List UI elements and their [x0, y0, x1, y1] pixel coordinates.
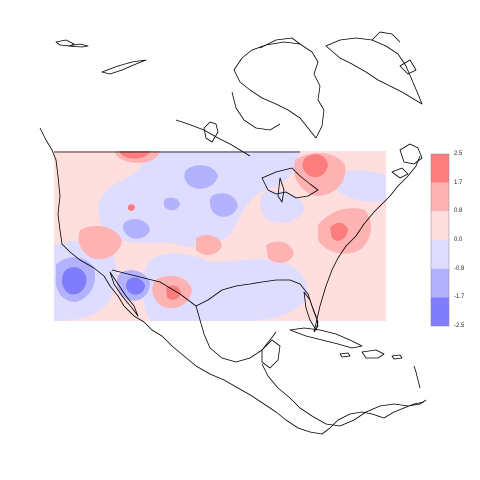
east-coast [313, 155, 421, 333]
positive-zone-central-plains [196, 234, 222, 255]
legend-tick-label: 2.5 [454, 151, 463, 157]
southampton-island [203, 121, 219, 143]
strong-negative-center-pacific [62, 267, 87, 295]
lesser-antilles [413, 365, 421, 389]
strong-positive-center-mid-atlantic [330, 222, 348, 241]
florida [303, 291, 319, 331]
nova-scotia [391, 167, 409, 179]
baja-peninsula [109, 271, 139, 317]
legend-tick-label: 0.8 [454, 208, 463, 215]
negative-zone-great-lakes [260, 190, 305, 223]
central-america-isthmus [261, 363, 355, 427]
strong-positive-center-idaho [128, 204, 135, 211]
great-lakes [261, 167, 319, 199]
us-mexico-border [111, 269, 197, 307]
legend-tick-label: -0.8 [454, 265, 465, 272]
legend-tick-label: -2.5 [454, 323, 465, 329]
strong-positive-center-new-mexico [166, 285, 181, 300]
legend-bin [431, 211, 449, 240]
negative-zone-north-central [98, 151, 301, 248]
negative-center-plains [184, 165, 218, 189]
arctic-island-sliver [67, 43, 89, 48]
positive-zone-southeast [266, 241, 294, 263]
positive-zone-california [78, 225, 122, 260]
legend-tick-label: 0.0 [454, 237, 463, 243]
puerto-rico [391, 354, 403, 360]
baffin-island-north-tip [259, 37, 301, 49]
legend-bin [431, 268, 449, 298]
negative-center-rockies [209, 193, 238, 217]
lake-michigan [277, 177, 285, 203]
north-america-mainland [39, 127, 425, 435]
newfoundland [399, 143, 423, 165]
jamaica [339, 352, 351, 358]
strong-negative-center-baja [125, 277, 145, 295]
negative-center-utah [122, 219, 150, 239]
greenland-south [325, 37, 423, 105]
cuba [289, 327, 363, 349]
baffin-island [233, 41, 325, 139]
strong-positive-center-pacific-nw [120, 151, 150, 159]
south-america-north-coast [353, 399, 427, 421]
greenland-island [399, 59, 417, 75]
legend-bin [431, 297, 449, 326]
hudson-bay [175, 119, 251, 157]
anomaly-field [54, 151, 386, 321]
legend-bin [431, 240, 449, 269]
negative-center-wyoming [164, 197, 180, 211]
greenland-fjords [371, 31, 401, 43]
arctic-island-long [101, 59, 147, 75]
negative-zone-northeast [330, 170, 386, 203]
legend-bin [431, 154, 449, 183]
coastlines [39, 31, 427, 435]
hudson-bay-inner [231, 91, 281, 131]
legend-tick-label: 1.7 [454, 179, 463, 186]
legend-colorbar [430, 153, 450, 327]
strong-positive-center-ontario [302, 154, 328, 178]
mexico-gulf-coast [195, 305, 277, 363]
yucatan [261, 339, 281, 369]
legend-frame [430, 153, 450, 327]
hispaniola [361, 349, 385, 359]
legend-bin [431, 182, 449, 212]
legend-tick-label: -1.7 [454, 294, 465, 301]
